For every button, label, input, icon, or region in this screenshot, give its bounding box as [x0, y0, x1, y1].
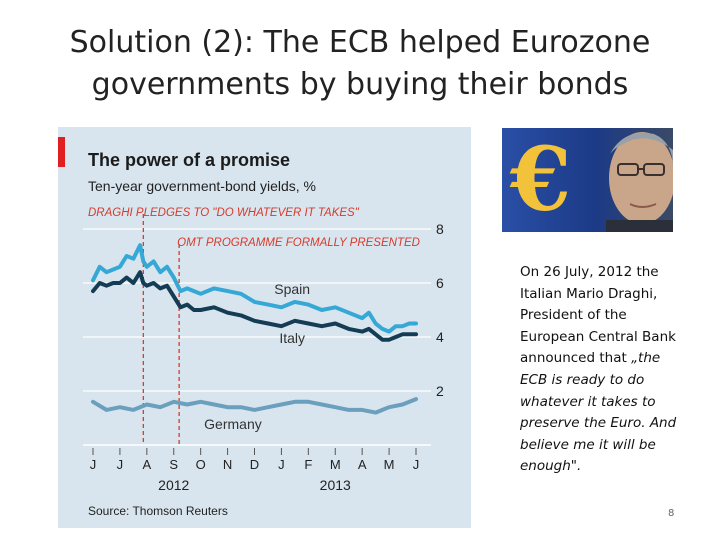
- x-tick-label-8: F: [304, 457, 312, 472]
- draghi-photo: €: [502, 128, 673, 232]
- x-tick-label-6: D: [250, 457, 259, 472]
- chart-source: Source: Thomson Reuters: [88, 504, 228, 518]
- x-tick-label-11: M: [384, 457, 395, 472]
- accent-bar: [58, 137, 65, 167]
- x-tick-label-10: A: [358, 457, 367, 472]
- euro-symbol-icon: €: [509, 128, 571, 231]
- y-tick-label-2: 2: [436, 383, 444, 399]
- slide-title-line-1: Solution (2): The ECB helped Eurozone: [69, 25, 651, 60]
- x-tick-label-9: M: [330, 457, 341, 472]
- series-line-italy: [91, 270, 418, 342]
- series-line-spain: [91, 243, 418, 334]
- x-tick-label-12: J: [413, 457, 420, 472]
- series-label-italy: Italy: [279, 330, 305, 346]
- series-line-germany: [91, 397, 418, 415]
- annotation-label-2: OMT PROGRAMME FORMALLY PRESENTED: [177, 237, 420, 249]
- x-tick-label-0: J: [90, 457, 97, 472]
- x-tick-label-2: A: [142, 457, 151, 472]
- chart-subtitle: Ten-year government-bond yields, %: [88, 178, 316, 194]
- annotation-label-1: DRAGHI PLEDGES TO "DO WHATEVER IT TAKES": [88, 207, 360, 219]
- y-tick-label-6: 6: [436, 275, 444, 291]
- slide-title: Solution (2): The ECB helped Eurozone go…: [20, 22, 700, 106]
- x-tick-label-7: J: [278, 457, 285, 472]
- year-label-2012: 2012: [158, 477, 189, 493]
- caption-text: On 26 July, 2012 the Italian Mario Dragh…: [520, 262, 680, 478]
- x-tick-label-4: O: [196, 457, 206, 472]
- x-tick-label-3: S: [169, 457, 178, 472]
- chart-title: The power of a promise: [88, 150, 290, 170]
- line-chart: The power of a promise Ten-year governme…: [58, 137, 444, 518]
- series-label-germany: Germany: [204, 416, 262, 432]
- x-tick-label-5: N: [223, 457, 232, 472]
- y-tick-label-8: 8: [436, 221, 444, 237]
- slide-title-line-2: governments by buying their bonds: [91, 67, 629, 102]
- caption-quote: „the ECB is ready to do whatever it take…: [520, 350, 677, 475]
- chart-panel: The power of a promise Ten-year governme…: [58, 127, 471, 528]
- x-tick-label-1: J: [117, 457, 124, 472]
- year-label-2013: 2013: [320, 477, 351, 493]
- caption-plain: On 26 July, 2012 the Italian Mario Dragh…: [520, 264, 676, 367]
- series-label-spain: Spain: [274, 281, 310, 297]
- page-number: 8: [668, 508, 675, 519]
- y-tick-label-4: 4: [436, 329, 444, 345]
